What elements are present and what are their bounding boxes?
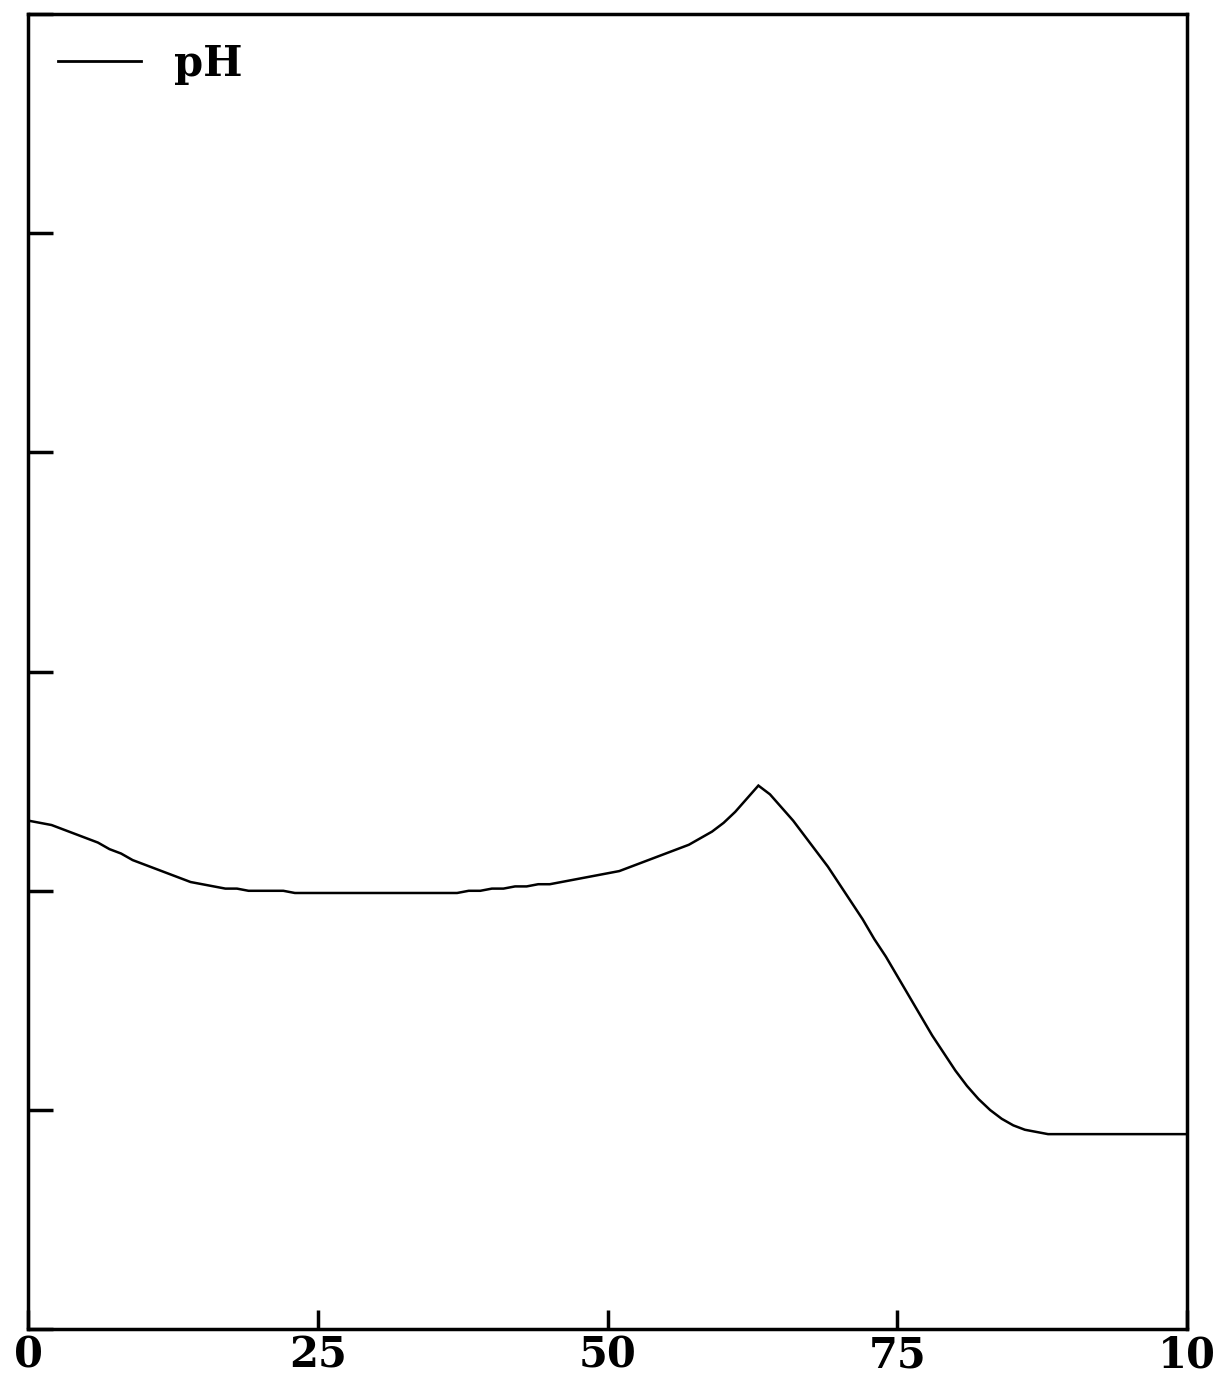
Legend: pH: pH <box>49 35 251 93</box>
